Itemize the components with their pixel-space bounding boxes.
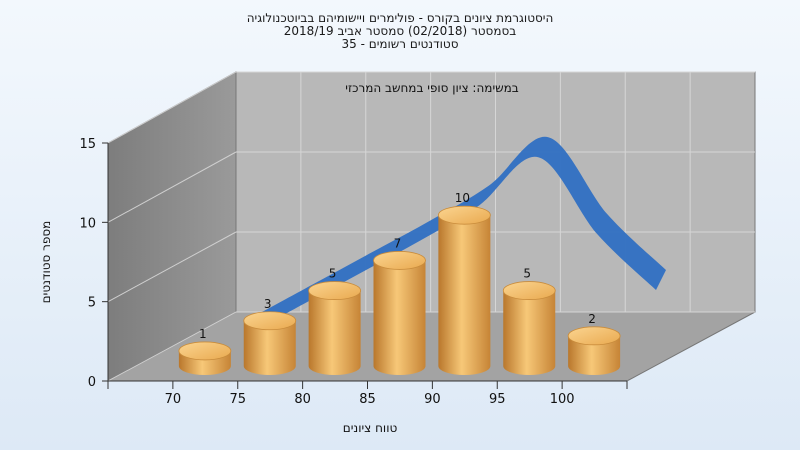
x-tick-label-5: 95 — [489, 392, 506, 407]
data-labels: 1 3 5 7 10 5 2 — [199, 191, 596, 341]
bar-top-2 — [308, 281, 362, 300]
y-axis-title: מספר סטודנטים — [39, 221, 53, 304]
bar-top-6 — [567, 326, 621, 346]
chart-title: היסטוגרמת ציונים בקורס - פולימרים ויישומ… — [247, 11, 554, 51]
data-label-2: 5 — [329, 267, 337, 281]
gridline-side-2 — [107, 151, 237, 223]
x-tick-label-6: 100 — [550, 392, 575, 407]
bar-6 — [567, 326, 621, 375]
bar-top-1 — [243, 311, 297, 331]
x-tick-label-0: 70 — [165, 392, 182, 407]
data-label-5: 5 — [523, 267, 531, 281]
x-tick-label-3: 85 — [359, 392, 376, 407]
bar-3 — [373, 251, 426, 375]
data-label-3: 7 — [394, 236, 402, 250]
annotation: במשימה: ציון סופי במחשב המרכזי — [345, 81, 519, 95]
x-tick-label-1: 75 — [229, 392, 246, 407]
bar-body-2 — [308, 290, 361, 375]
y-tick-label-2: 10 — [79, 216, 96, 231]
bar-1 — [243, 311, 297, 375]
data-label-4: 10 — [455, 191, 470, 205]
gridline-side-0 — [107, 311, 237, 382]
x-axis-title: טווח ציונים — [343, 421, 398, 435]
bar-5 — [502, 281, 556, 375]
gridline-side-1 — [107, 231, 237, 303]
x-axis: 70 75 80 85 90 95 100 — [107, 380, 628, 407]
gridline-side-3 — [107, 71, 237, 144]
x-tick-label-4: 90 — [424, 392, 441, 407]
data-label-0: 1 — [199, 327, 207, 341]
bar-top-3 — [373, 251, 426, 270]
data-label-1: 3 — [264, 297, 272, 311]
y-axis: 0 5 10 15 — [79, 137, 109, 390]
gridlines — [107, 71, 755, 382]
bar-2 — [308, 281, 362, 375]
data-label-6: 2 — [588, 312, 596, 326]
title-line-2: בסמסטר (02/2018) סמסטר אביב 2018/19 — [284, 24, 516, 38]
bar-top-4 — [437, 205, 491, 225]
y-tick-label-0: 0 — [88, 375, 96, 390]
bar-body-5 — [503, 290, 556, 375]
bar-body-6 — [568, 335, 621, 375]
title-line-1: היסטוגרמת ציונים בקורס - פולימרים ויישומ… — [247, 11, 554, 25]
bar-4 — [437, 205, 491, 375]
y-tick-label-3: 15 — [79, 137, 96, 152]
bar-top-5 — [502, 281, 556, 300]
x-tick-label-2: 80 — [294, 392, 311, 407]
bar-body-3 — [373, 260, 426, 375]
bar-body-1 — [243, 320, 296, 375]
bar-top-0 — [178, 341, 232, 361]
bar-body-4 — [438, 215, 491, 375]
bar-0 — [178, 341, 232, 375]
title-line-3: סטודנטים רשומים - 35 — [341, 37, 458, 51]
bars — [178, 205, 621, 375]
y-tick-label-1: 5 — [88, 296, 96, 311]
